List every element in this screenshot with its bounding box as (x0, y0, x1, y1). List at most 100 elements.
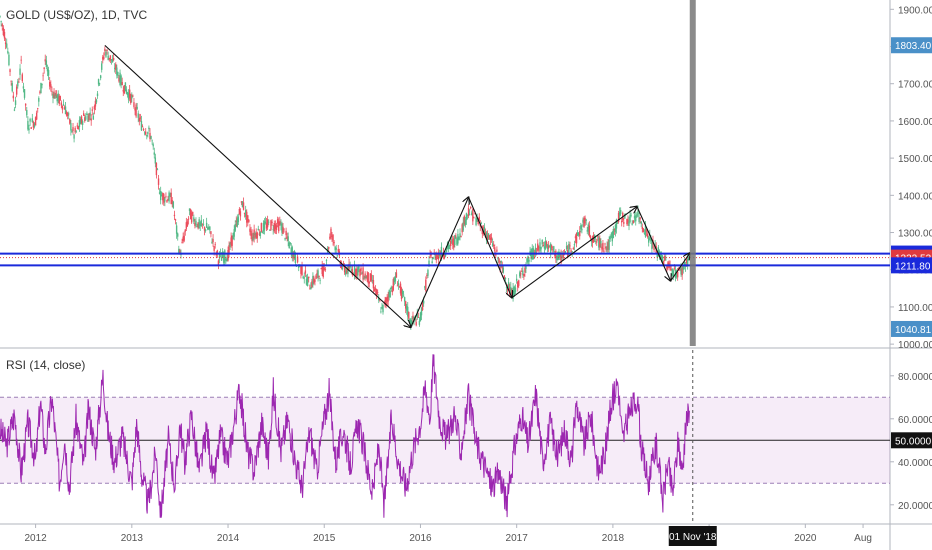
price-candle-body (349, 266, 351, 268)
trend-line[interactable] (410, 197, 469, 328)
price-candle-body (412, 315, 414, 320)
price-candle-body (1, 24, 3, 27)
price-candle-body (119, 72, 121, 86)
price-candle-body (240, 201, 243, 203)
price-candle-body (61, 105, 64, 110)
trend-line[interactable] (670, 253, 690, 282)
price-candle-body (289, 242, 291, 245)
price-candle-body (438, 253, 441, 257)
price-candle-body (562, 254, 565, 259)
price-candle-body (162, 193, 164, 201)
price-candle-body (631, 223, 633, 225)
price-candle-body (560, 254, 562, 264)
price-candle-body (108, 57, 110, 60)
price-candle-body (666, 265, 668, 270)
price-candle-body (661, 255, 664, 264)
price-candle-body (381, 306, 383, 309)
price-candle-body (639, 217, 641, 220)
price-candle-body (212, 239, 214, 243)
price-candle-body (524, 267, 526, 273)
price-candle-body (7, 51, 9, 53)
price-candle-body (158, 192, 161, 194)
price-candle-body (255, 233, 257, 238)
price-candle-body (65, 112, 68, 116)
price-candle-body (72, 127, 74, 131)
date-tick-label: 2012 (24, 533, 47, 544)
price-candle-body (657, 247, 660, 254)
price-candle-body (303, 277, 305, 279)
price-candle-body (199, 222, 201, 226)
price-candle-body (26, 110, 28, 116)
price-candle-body (193, 217, 195, 222)
trend-line[interactable] (468, 196, 512, 297)
price-candle-body (46, 68, 49, 72)
price-candle-body (68, 113, 70, 115)
price-candle-body (265, 223, 268, 229)
price-candle-body (425, 279, 427, 291)
price-candle-body (361, 273, 363, 275)
price-candle-body (155, 162, 158, 176)
price-candle-body (185, 222, 188, 229)
price-candle-body (585, 219, 587, 221)
price-candle-body (339, 261, 342, 266)
price-candle-body (142, 128, 145, 131)
price-candle-body (613, 229, 616, 231)
rsi-tick-label: 20.0000 (898, 501, 932, 512)
price-candle-body (115, 64, 117, 70)
price-candle-body (171, 200, 173, 204)
price-candle-body (602, 242, 604, 249)
price-candle-body (682, 265, 684, 270)
price-candle-body (403, 297, 406, 302)
trend-line[interactable] (104, 44, 411, 327)
trend-line[interactable] (636, 206, 671, 280)
price-candle-body (683, 261, 686, 267)
price-candle-body (242, 202, 245, 210)
price-candle-body (472, 208, 474, 222)
price-candle-body (90, 118, 92, 121)
price-candle-body (584, 217, 586, 224)
price-candle-body (186, 221, 189, 227)
price-candle-body (540, 246, 542, 250)
price-candle-body (0, 21, 2, 22)
price-candle-body (47, 70, 50, 76)
price-candle-body (648, 237, 650, 243)
price-candle-body (548, 246, 551, 248)
trend-line[interactable] (511, 206, 637, 299)
price-candle-body (169, 193, 171, 197)
price-candle-body (111, 58, 114, 63)
crosshair-bar[interactable] (689, 0, 696, 346)
price-candle-body (688, 256, 690, 259)
price-candle-body (39, 91, 41, 93)
price-candle-body (310, 287, 312, 290)
price-candle-body (243, 212, 246, 214)
price-candle-body (392, 279, 395, 291)
price-candle-body (586, 230, 588, 232)
price-candle-body (272, 229, 274, 230)
price-candle-body (207, 227, 209, 230)
price-candle-body (672, 270, 674, 277)
price-candle-body (629, 214, 631, 223)
price-candle-body (122, 89, 124, 92)
price-candle-body (366, 275, 368, 281)
price-candle-body (345, 270, 347, 275)
price-tag-background (891, 37, 932, 54)
price-candle-body (475, 217, 477, 226)
price-candle-body (460, 236, 462, 237)
price-candle-body (93, 106, 96, 110)
price-candle-body (175, 225, 178, 234)
price-candle-body (498, 258, 500, 263)
price-candle-body (320, 268, 322, 270)
price-candle-body (670, 269, 672, 270)
price-candle-body (407, 306, 409, 317)
price-candle-body (226, 257, 228, 262)
price-candle-body (95, 99, 98, 103)
price-candle-body (275, 225, 278, 231)
price-candle-body (13, 109, 16, 111)
price-candle-body (485, 232, 488, 240)
price-candle-body (11, 83, 13, 92)
price-candle-body (526, 258, 528, 263)
price-candle-body (49, 81, 51, 87)
price-candle-body (541, 239, 543, 245)
price-candle-body (284, 238, 286, 240)
